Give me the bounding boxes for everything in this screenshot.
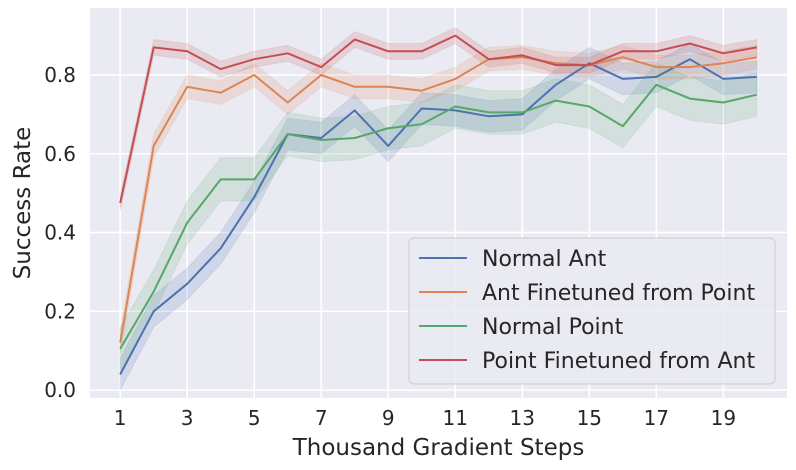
x-tick-labels: 1 3 5 7 9 11 13 15 17 19: [114, 406, 736, 430]
legend-label: Ant Finetuned from Point: [482, 281, 755, 306]
legend: Normal Ant Ant Finetuned from Point Normal…: [408, 237, 776, 385]
x-tick-label: 17: [644, 406, 669, 430]
x-tick-label: 19: [711, 406, 736, 430]
legend-box: [408, 237, 776, 385]
y-tick-label: 0.0: [44, 378, 76, 402]
y-tick-label: 0.6: [44, 142, 76, 166]
legend-label: Normal Point: [482, 315, 624, 340]
series-line-0: [119, 58, 757, 375]
x-tick-label: 15: [577, 406, 602, 430]
legend-label: Normal Ant: [482, 247, 607, 272]
confidence-bands: [119, 27, 758, 391]
series-line-2: [119, 83, 758, 350]
confidence-band-3: [119, 27, 758, 212]
series-line-3: [119, 34, 757, 204]
confidence-band-2: [119, 62, 758, 373]
x-tick-label: 9: [382, 406, 395, 430]
x-tick-label: 11: [443, 406, 468, 430]
y-tick-label: 0.8: [44, 63, 76, 87]
y-tick-label: 0.2: [44, 299, 76, 323]
x-tick-label: 3: [181, 406, 194, 430]
legend-label: Point Finetuned from Ant: [482, 349, 755, 374]
confidence-band-0: [119, 42, 758, 391]
series-lines: [119, 34, 758, 375]
x-tick-label: 7: [315, 406, 328, 430]
y-tick-labels: 0.0 0.2 0.4 0.6 0.8: [44, 63, 76, 402]
series-line-1: [119, 56, 757, 343]
x-axis-label: Thousand Gradient Steps: [292, 435, 585, 461]
x-tick-label: 1: [114, 406, 127, 430]
y-tick-label: 0.4: [44, 221, 76, 245]
x-tick-label: 13: [510, 406, 535, 430]
x-tick-label: 5: [248, 406, 261, 430]
confidence-band-1: [119, 44, 758, 355]
y-axis-label: Success Rate: [10, 127, 36, 280]
